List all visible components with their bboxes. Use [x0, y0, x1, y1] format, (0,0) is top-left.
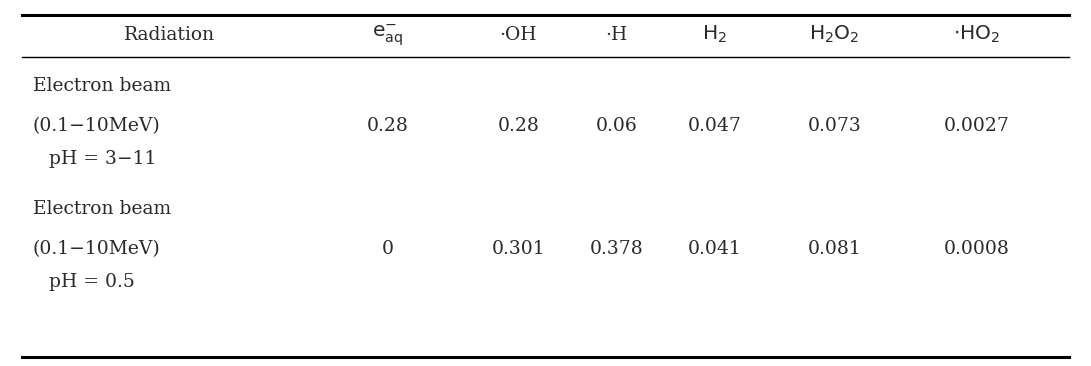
- Text: $\cdot\mathrm{HO_2}$: $\cdot\mathrm{HO_2}$: [952, 24, 1000, 45]
- Text: pH = 0.5: pH = 0.5: [49, 273, 135, 291]
- Text: (0.1−10MeV): (0.1−10MeV): [33, 117, 160, 135]
- Text: $\mathrm{e_{aq}^{-}}$: $\mathrm{e_{aq}^{-}}$: [372, 22, 403, 48]
- Text: Radiation: Radiation: [123, 26, 215, 44]
- Text: ·H: ·H: [606, 26, 627, 44]
- Text: 0.06: 0.06: [596, 117, 637, 135]
- Text: 0.28: 0.28: [497, 117, 539, 135]
- Text: pH = 3−11: pH = 3−11: [49, 150, 156, 168]
- Text: 0.041: 0.041: [687, 240, 742, 258]
- Text: 0: 0: [382, 240, 393, 258]
- Text: $\mathrm{H_2}$: $\mathrm{H_2}$: [703, 24, 727, 45]
- Text: ·OH: ·OH: [500, 26, 537, 44]
- Text: $\mathrm{H_2O_2}$: $\mathrm{H_2O_2}$: [810, 24, 860, 45]
- Text: 0.073: 0.073: [807, 117, 862, 135]
- Text: 0.301: 0.301: [491, 240, 546, 258]
- Text: 0.0027: 0.0027: [944, 117, 1009, 135]
- Text: 0.378: 0.378: [589, 240, 644, 258]
- Text: 0.081: 0.081: [807, 240, 862, 258]
- Text: 0.0008: 0.0008: [944, 240, 1009, 258]
- Text: Electron beam: Electron beam: [33, 199, 171, 218]
- Text: (0.1−10MeV): (0.1−10MeV): [33, 240, 160, 258]
- Text: 0.047: 0.047: [687, 117, 742, 135]
- Text: Electron beam: Electron beam: [33, 77, 171, 95]
- Text: 0.28: 0.28: [367, 117, 408, 135]
